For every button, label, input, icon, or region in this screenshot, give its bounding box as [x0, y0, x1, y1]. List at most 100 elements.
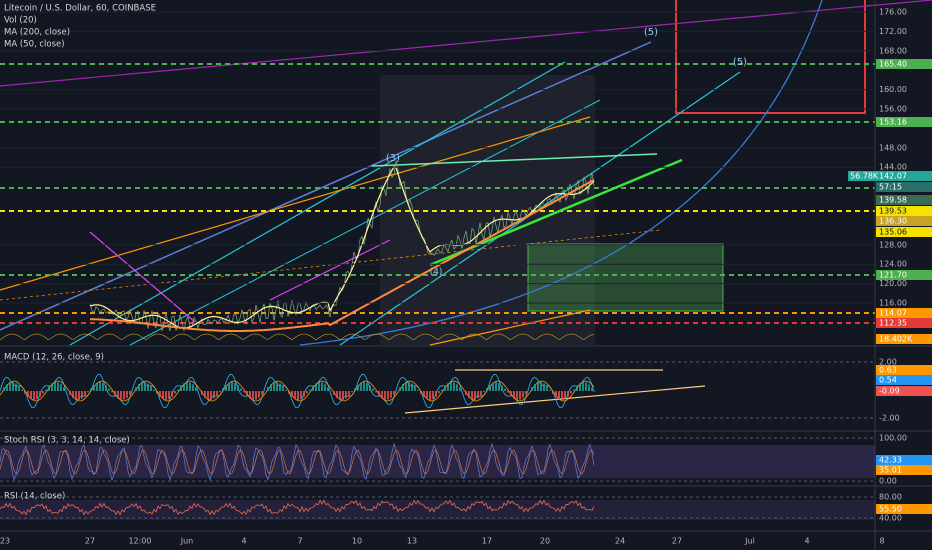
histogram-bar — [162, 391, 164, 400]
histogram-bar — [324, 384, 326, 391]
price-tag-text: 153.16 — [879, 118, 907, 127]
series-line — [0, 380, 595, 402]
histogram-bar — [333, 391, 335, 395]
pane-label: 40.00 — [879, 514, 902, 523]
indicator-legend: MA (50, close) — [4, 40, 65, 50]
series-line — [90, 178, 595, 332]
histogram-bar — [168, 391, 170, 400]
pane-label: -2.00 — [879, 414, 900, 423]
histogram-bar — [135, 387, 137, 391]
histogram-bar — [558, 391, 560, 400]
histogram-bar — [501, 385, 503, 391]
histogram-bar — [249, 391, 251, 399]
histogram-bar — [159, 391, 161, 397]
histogram-bar — [81, 391, 83, 399]
drawings — [0, 0, 932, 414]
histogram-bar — [435, 391, 437, 397]
pane-title: MACD (12, 26, close, 9) — [4, 353, 104, 363]
histogram-bar — [318, 382, 320, 391]
pane-tag — [876, 365, 932, 375]
histogram-bar — [3, 387, 5, 391]
histogram-bar — [126, 391, 128, 398]
pane-title: RSI (14, close) — [4, 492, 65, 502]
histogram-bar — [267, 387, 269, 391]
histogram-bar — [450, 382, 452, 391]
indicator-legend: Vol (20) — [4, 16, 37, 26]
histogram-bar — [165, 391, 167, 400]
histogram-bar — [120, 391, 122, 400]
histogram-bar — [513, 391, 515, 399]
histogram-bar — [243, 391, 245, 393]
histogram-bar — [357, 384, 359, 391]
histogram-bar — [84, 391, 86, 396]
histogram-bar — [252, 391, 254, 400]
histogram-bar — [294, 391, 296, 400]
histogram-bar — [18, 386, 20, 391]
price-tag — [876, 227, 932, 237]
histogram-bar — [348, 391, 350, 396]
histogram-bar — [390, 391, 392, 398]
histogram-bar — [147, 383, 149, 391]
histogram-bar — [315, 383, 317, 391]
histogram-bar — [378, 391, 380, 397]
series-line — [0, 449, 595, 475]
histogram-bar — [36, 391, 38, 400]
series-line — [0, 499, 595, 516]
histogram-bar — [339, 391, 341, 400]
price-tag — [876, 171, 932, 181]
price-tag-text: 114.07 — [879, 309, 907, 318]
histogram-bar — [336, 391, 338, 398]
histogram-bar — [489, 384, 491, 391]
histogram-bar — [309, 389, 311, 391]
price-tag-text: 18.402K — [879, 335, 913, 344]
wave-label: (5) — [733, 57, 747, 68]
price-tag — [876, 59, 932, 69]
price-tag-text: 136.30 — [879, 217, 907, 226]
histogram-bar — [321, 382, 323, 391]
histogram-bar — [522, 391, 524, 398]
price-tag — [876, 182, 932, 192]
histogram-bar — [540, 382, 542, 391]
histogram-bar — [591, 387, 593, 391]
time-label: 8 — [879, 537, 884, 546]
histogram-bar — [60, 384, 62, 391]
histogram-bar — [15, 383, 17, 391]
histogram-bar — [570, 391, 572, 394]
histogram-bar — [360, 382, 362, 391]
price-label: 160.00 — [879, 85, 907, 94]
histogram-bar — [12, 382, 14, 391]
series-line — [0, 442, 595, 482]
pane-tag — [876, 375, 932, 385]
histogram-bar — [219, 391, 221, 393]
histogram-bar — [477, 391, 479, 399]
histogram-bar — [372, 388, 374, 391]
histogram-bar — [99, 382, 101, 391]
time-label: 4 — [804, 537, 809, 546]
time-label: Jul — [744, 537, 755, 546]
price-tag — [876, 195, 932, 205]
histogram-bar — [384, 391, 386, 400]
histogram-bar — [270, 384, 272, 391]
series-line — [89, 160, 595, 332]
histogram-bar — [417, 389, 419, 391]
pane-tag-text: 0.54 — [879, 376, 897, 385]
histogram-bar — [438, 391, 440, 394]
histogram-bar — [516, 391, 518, 400]
time-label: 23 — [0, 537, 10, 546]
histogram-bar — [75, 391, 77, 400]
histogram-bar — [57, 382, 59, 391]
price-tag-text: 112.35 — [879, 319, 907, 328]
histogram-bar — [345, 391, 347, 399]
histogram-bar — [564, 391, 566, 400]
series-line — [0, 373, 595, 409]
histogram-bar — [72, 391, 74, 398]
histogram-bar — [534, 384, 536, 391]
price-tag — [876, 206, 932, 216]
histogram-bar — [453, 382, 455, 391]
histogram-bar — [237, 385, 239, 391]
histogram-bar — [444, 385, 446, 391]
time-label: 20 — [540, 537, 550, 546]
time-label: 27 — [85, 537, 95, 546]
histogram-bar — [303, 391, 305, 397]
